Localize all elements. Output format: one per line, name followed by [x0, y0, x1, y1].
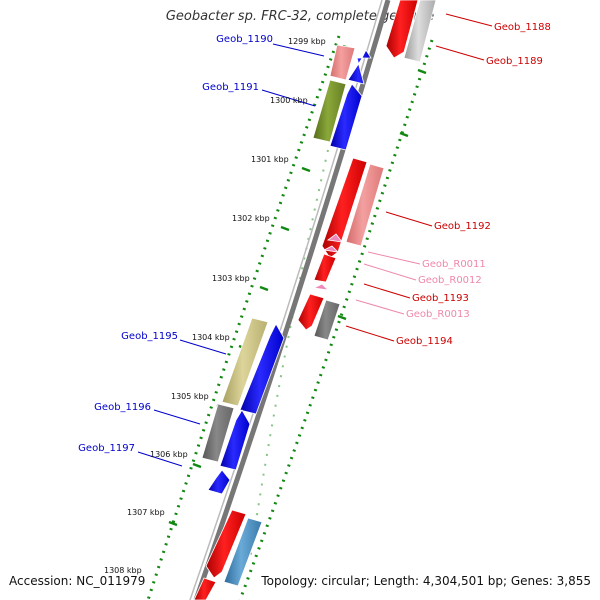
gene-red-lower[interactable] [205, 509, 247, 579]
gene-geob_1196-gray[interactable] [201, 403, 235, 463]
gene-features [193, 0, 437, 600]
gene-geob_1189[interactable] [403, 0, 437, 63]
tick-label: 1307 kbp [127, 508, 165, 517]
gene-label[interactable]: Geob_R0012 [418, 275, 482, 286]
gene-geob_1193[interactable] [313, 253, 337, 283]
tick-ring [146, 35, 341, 600]
gene-geob_1192-red[interactable] [321, 157, 368, 259]
gene-geob_1191[interactable] [329, 83, 363, 151]
gene-geob_1188[interactable] [385, 0, 419, 59]
gene-label[interactable]: Geob_R0013 [406, 309, 470, 320]
gene-labels-left: Geob_1190 Geob_1191 Geob_1195 Geob_1196 … [78, 34, 273, 454]
gene-label[interactable]: Geob_1190 [216, 34, 273, 45]
genome-summary: Topology: circular; Length: 4,304,501 bp… [261, 574, 591, 588]
inner-guide-ring [249, 149, 329, 561]
tick-label: 1300 kbp [270, 96, 308, 105]
gene-label[interactable]: Geob_1192 [434, 221, 491, 232]
tick-label: 1301 kbp [251, 155, 289, 164]
gene-geob_1194-red[interactable] [297, 293, 325, 331]
gene-geob_1191-olive[interactable] [312, 79, 347, 143]
gene-label[interactable]: Geob_1197 [78, 443, 135, 454]
genome-backbone [193, 0, 391, 600]
accession-label: Accession: NC_011979 [9, 574, 146, 588]
gene-geob_1196[interactable] [219, 409, 251, 471]
gene-label[interactable]: Geob_1195 [121, 331, 178, 342]
gene-label[interactable]: Geob_R0011 [422, 259, 486, 270]
label-leaders [137, 13, 493, 467]
gene-label[interactable]: Geob_1189 [486, 56, 543, 67]
gene-label[interactable]: Geob_1194 [396, 336, 453, 347]
gene-geob_1190b[interactable] [347, 49, 372, 85]
gene-geob_r0013[interactable] [312, 283, 330, 291]
map-title: Geobacter sp. FRC-32, complete genome [165, 9, 435, 24]
tick-label: 1304 kbp [192, 333, 230, 342]
gene-label[interactable]: Geob_1196 [94, 402, 151, 413]
tick-labels: 1299 kbp 1300 kbp 1301 kbp 1302 kbp 1303… [104, 37, 326, 575]
gene-labels-right: Geob_1188 Geob_1189 Geob_1192 Geob_R0011… [396, 22, 551, 347]
tick-label: 1305 kbp [171, 392, 209, 401]
gene-geob_r0011[interactable] [326, 233, 343, 243]
gene-geob_1195-khaki[interactable] [221, 317, 269, 407]
gene-geob_r0012[interactable] [322, 245, 340, 253]
tick-label: 1302 kbp [232, 214, 270, 223]
tick-dashes [168, 44, 427, 527]
gene-geob_1195[interactable] [239, 323, 285, 415]
tick-label: 1306 kbp [150, 450, 188, 459]
tick-label: 1303 kbp [212, 274, 250, 283]
tick-label: 1299 kbp [288, 37, 326, 46]
outer-guide-ring [238, 39, 434, 600]
gene-red-bottom[interactable] [193, 577, 217, 600]
gene-geob_1197[interactable] [207, 469, 231, 495]
gene-label[interactable]: Geob_1188 [494, 22, 551, 33]
genome-backbone-inner [189, 0, 383, 600]
gene-label[interactable]: Geob_1191 [202, 82, 259, 93]
tick-label: 1308 kbp [104, 566, 142, 575]
gene-steelblue-lower[interactable] [223, 517, 263, 587]
gene-geob_1192[interactable] [345, 163, 385, 247]
gene-label[interactable]: Geob_1193 [412, 293, 469, 304]
gene-geob_1190[interactable] [329, 44, 356, 81]
gene-geob_1194[interactable] [313, 299, 341, 341]
